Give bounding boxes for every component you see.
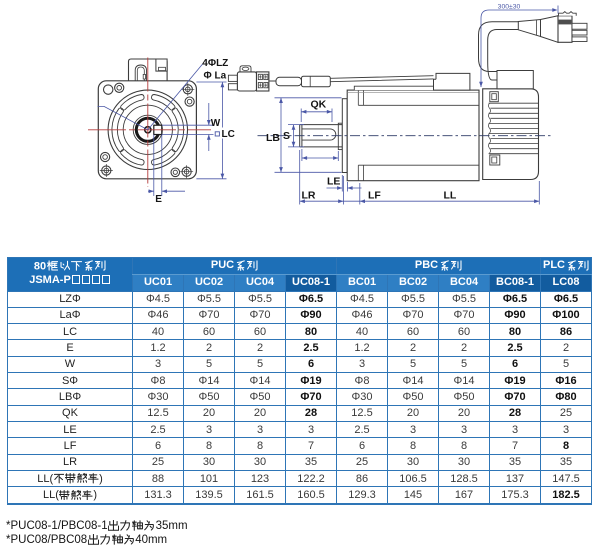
svg-text:E: E xyxy=(155,194,162,205)
svg-text:LR: LR xyxy=(302,190,316,202)
svg-text:W: W xyxy=(211,118,221,129)
svg-text:QK: QK xyxy=(311,99,327,111)
svg-text:300±30: 300±30 xyxy=(498,4,521,11)
svg-text:LE: LE xyxy=(327,176,340,188)
svg-text:LF: LF xyxy=(368,190,381,202)
svg-text:LB: LB xyxy=(266,132,280,144)
svg-text:LC: LC xyxy=(222,129,235,140)
svg-text:LL: LL xyxy=(444,190,457,202)
svg-text:S: S xyxy=(283,130,290,142)
svg-text:4ΦLZ: 4ΦLZ xyxy=(202,58,228,69)
svg-text:Φ La: Φ La xyxy=(204,71,227,82)
